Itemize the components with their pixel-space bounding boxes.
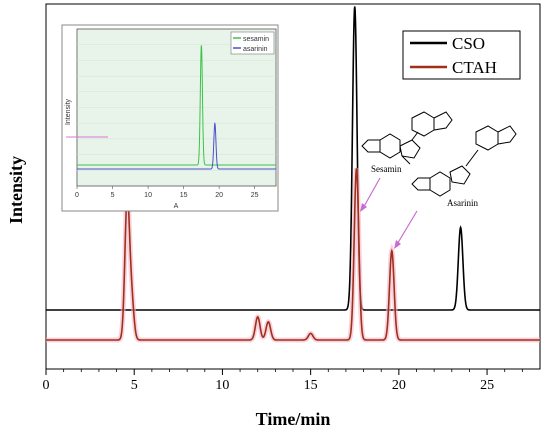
y-axis-title: Intensity [6,156,26,224]
inset-x-axis-title: A [174,203,179,210]
x-tick-label: 15 [304,378,318,393]
inset-tick-label: 20 [215,192,223,199]
sesamin-arrowhead [360,203,367,212]
inset-legend-label-asarinin: asarinin [243,46,268,53]
inset-series-group [77,45,276,170]
x-tick-label: 5 [131,378,138,393]
inset-series-line-asarinin [77,121,276,170]
asarinin-label: Asarinin [447,198,478,208]
legend-label-cso: CSO [452,34,485,53]
inset-legend: sesamin asarinin [230,31,275,55]
sesamin-label: Sesamin [371,164,402,174]
legend-label-ctah: CTAH [452,58,497,77]
inset-legend-label-sesamin: sesamin [243,36,269,43]
asarinin-arrowhead [394,240,401,249]
sesamin-structure [361,111,453,165]
sesamin-arrow [361,177,381,211]
legend: CSO CTAH [402,30,521,80]
inset-chart: 0 5 10 15 20 25 A Intensity sesamin asarinin [61,24,279,212]
x-tick-label: 20 [392,378,406,393]
inset-x-ticks: 0 5 10 15 20 25 [75,186,259,199]
x-axis-ticks: 0 5 10 15 20 25 [43,369,523,393]
x-tick-label: 25 [480,378,494,393]
inset-tick-label: 5 [111,192,115,199]
inset-grid [77,44,276,171]
inset-series-line-sesamin [77,45,276,166]
x-tick-label: 0 [43,378,50,393]
series-line-cso [46,6,540,311]
inset-y-axis-title: Intensity [65,98,72,125]
inset-tick-label: 25 [251,192,259,199]
x-tick-label: 10 [215,378,229,393]
inset-tick-label: 10 [144,192,152,199]
inset-tick-label: 15 [180,192,188,199]
inset-tick-label: 0 [75,192,79,199]
asarinin-arrow [395,210,418,247]
asarinin-structure [411,125,517,197]
x-axis-title: Time/min [256,409,331,429]
